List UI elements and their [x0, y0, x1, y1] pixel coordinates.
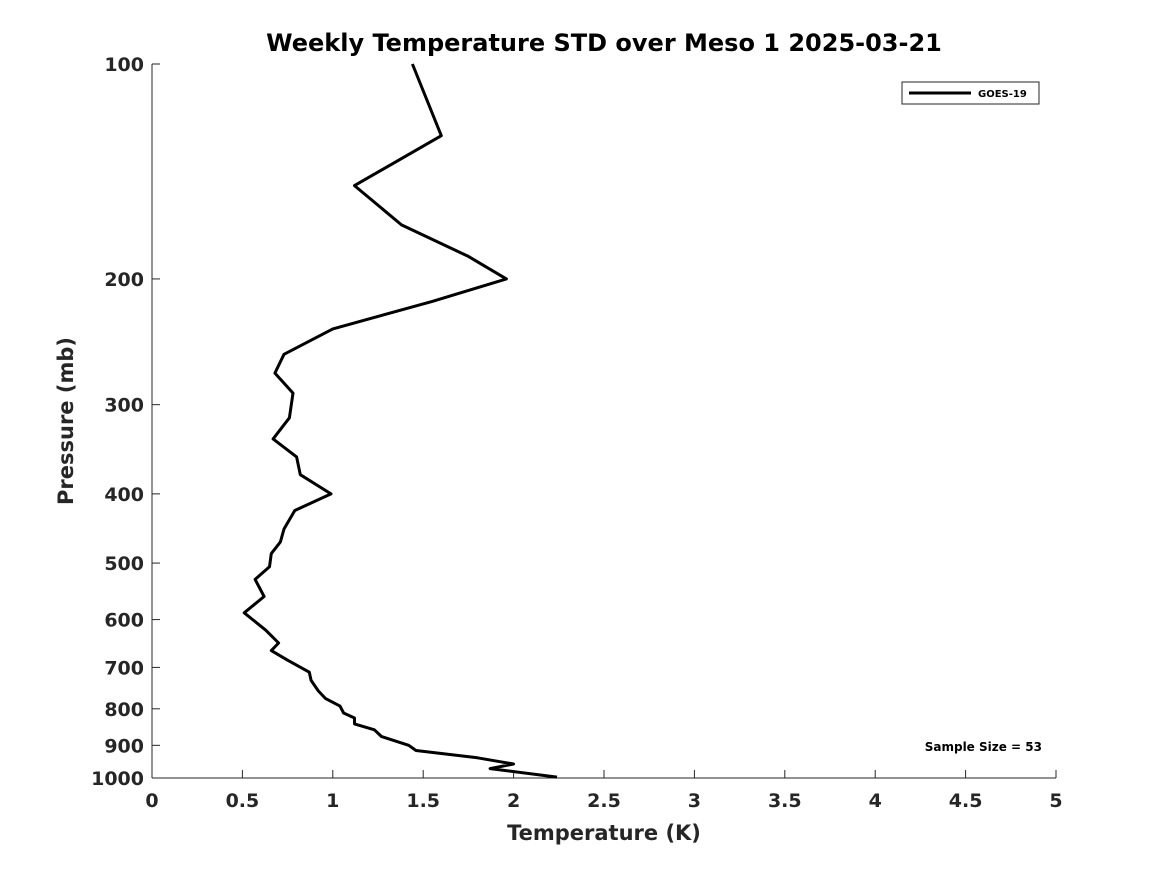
x-tick-label: 0 [145, 790, 158, 812]
y-axis-ticks: 100 200 300 400 500 600 700 800 900 1000 [91, 54, 160, 790]
y-tick-label: 200 [104, 269, 144, 291]
legend: GOES-19 [901, 81, 1040, 105]
y-tick-label: 800 [104, 699, 144, 721]
y-tick-label: 700 [104, 657, 144, 679]
y-tick-label: 1000 [91, 768, 144, 790]
x-tick-label: 2 [507, 790, 520, 812]
y-axis-label: Pressure (mb) [54, 337, 78, 505]
x-tick-label: 2.5 [587, 790, 621, 812]
chart-title: Weekly Temperature STD over Meso 1 2025-… [266, 29, 942, 57]
x-tick-label: 4 [869, 790, 882, 812]
y-tick-label: 900 [104, 735, 144, 757]
x-axis-label: Temperature (K) [507, 821, 701, 845]
plot-area: 0 0.5 1 1.5 2 2.5 3 3.5 4 4.5 5 100 200 300 400 500 600… [91, 54, 1063, 812]
legend-entry-goes-19: GOES-19 [978, 89, 1027, 100]
y-tick-label: 400 [104, 484, 144, 506]
x-tick-label: 1 [326, 790, 339, 812]
y-tick-label: 300 [104, 395, 144, 417]
sample-size-annotation: Sample Size = 53 [925, 740, 1042, 754]
x-tick-label: 1.5 [406, 790, 440, 812]
y-tick-label: 600 [104, 610, 144, 632]
x-tick-label: 3.5 [768, 790, 802, 812]
series-line-goes-19 [242, 63, 558, 779]
y-tick-label: 500 [104, 553, 144, 575]
x-tick-label: 3 [688, 790, 701, 812]
y-tick-label: 100 [104, 54, 144, 76]
x-axis-ticks: 0 0.5 1 1.5 2 2.5 3 3.5 4 4.5 5 [145, 770, 1063, 812]
x-tick-label: 4.5 [949, 790, 983, 812]
x-tick-label: 0.5 [226, 790, 260, 812]
x-tick-label: 5 [1049, 790, 1062, 812]
